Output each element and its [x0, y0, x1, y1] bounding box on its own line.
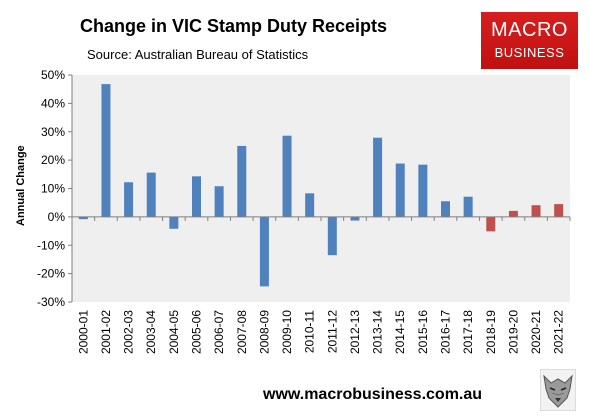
x-tick-label: 2007-08 [235, 310, 249, 354]
x-tick-label: 2001-02 [99, 310, 113, 354]
plot-area [72, 75, 570, 302]
bar-2010-11 [305, 193, 315, 217]
x-tick-label: 2011-12 [325, 310, 339, 353]
bar-2019-20 [508, 210, 518, 217]
y-tick-label: -10% [37, 238, 65, 252]
bar-2016-17 [441, 201, 450, 217]
bar-2000-01 [78, 216, 88, 220]
x-tick-label: 2005-06 [190, 310, 204, 354]
x-tick-label: 2021-22 [552, 310, 566, 354]
bar-2014-15 [395, 163, 405, 217]
x-tick-label: 2015-16 [416, 310, 430, 354]
bar-2018-19 [486, 216, 496, 232]
bar-2002-03 [124, 182, 134, 217]
bar-2020-21 [531, 205, 541, 217]
bar-2017-18 [463, 196, 473, 217]
y-tick-label: -30% [37, 295, 65, 309]
wolf-logo-icon [540, 369, 576, 411]
bar-2011-12 [327, 216, 337, 256]
x-tick-label: 2006-07 [212, 310, 226, 354]
chart-title: Change in VIC Stamp Duty Receipts [80, 16, 388, 36]
chart-subtitle: Source: Australian Bureau of Statistics [87, 47, 309, 62]
bar-2003-04 [146, 172, 156, 217]
bar-2012-13 [350, 216, 360, 221]
bar-2013-14 [373, 137, 383, 217]
x-tick-label: 2003-04 [144, 310, 158, 354]
bar-2015-16 [418, 164, 428, 217]
bar-2005-06 [192, 176, 201, 217]
logo-line-2: BUSINESS [494, 45, 565, 60]
x-tick-label: 2014-15 [393, 310, 407, 354]
logo-line-1: MACRO [491, 19, 568, 41]
y-tick-label: 50% [41, 68, 65, 82]
x-tick-label: 2009-10 [280, 310, 294, 354]
y-tick-label: 30% [41, 125, 65, 139]
bar-2008-09 [259, 216, 269, 287]
y-tick-label: -20% [37, 267, 65, 281]
y-tick-label: 0% [48, 210, 66, 224]
x-tick-label: 2018-19 [484, 310, 498, 354]
y-tick-label: 20% [41, 153, 65, 167]
bar-2007-08 [237, 145, 247, 217]
x-tick-label: 2002-03 [122, 310, 136, 354]
x-tick-label: 2020-21 [529, 310, 543, 354]
x-tick-label: 2019-20 [506, 310, 520, 354]
macrobusiness-logo: MACRO BUSINESS [481, 12, 578, 69]
footer-url[interactable]: www.macrobusiness.com.au [263, 386, 483, 403]
bar-2004-05 [169, 216, 179, 229]
bar-2001-02 [101, 84, 111, 217]
bar-2006-07 [214, 186, 224, 217]
x-tick-label: 2012-13 [348, 310, 362, 354]
x-tick-label: 2017-18 [461, 310, 475, 354]
x-tick-label: 2004-05 [167, 310, 181, 354]
x-tick-label: 2000-01 [76, 310, 90, 354]
bar-2009-10 [282, 135, 292, 217]
x-tick-label: 2016-17 [439, 310, 453, 354]
y-tick-label: 10% [41, 182, 65, 196]
x-tick-label: 2013-14 [371, 310, 385, 354]
bar-2021-22 [554, 204, 564, 217]
y-tick-label: 40% [41, 96, 65, 110]
x-tick-label: 2008-09 [257, 310, 271, 354]
x-tick-label: 2010-11 [303, 310, 317, 353]
